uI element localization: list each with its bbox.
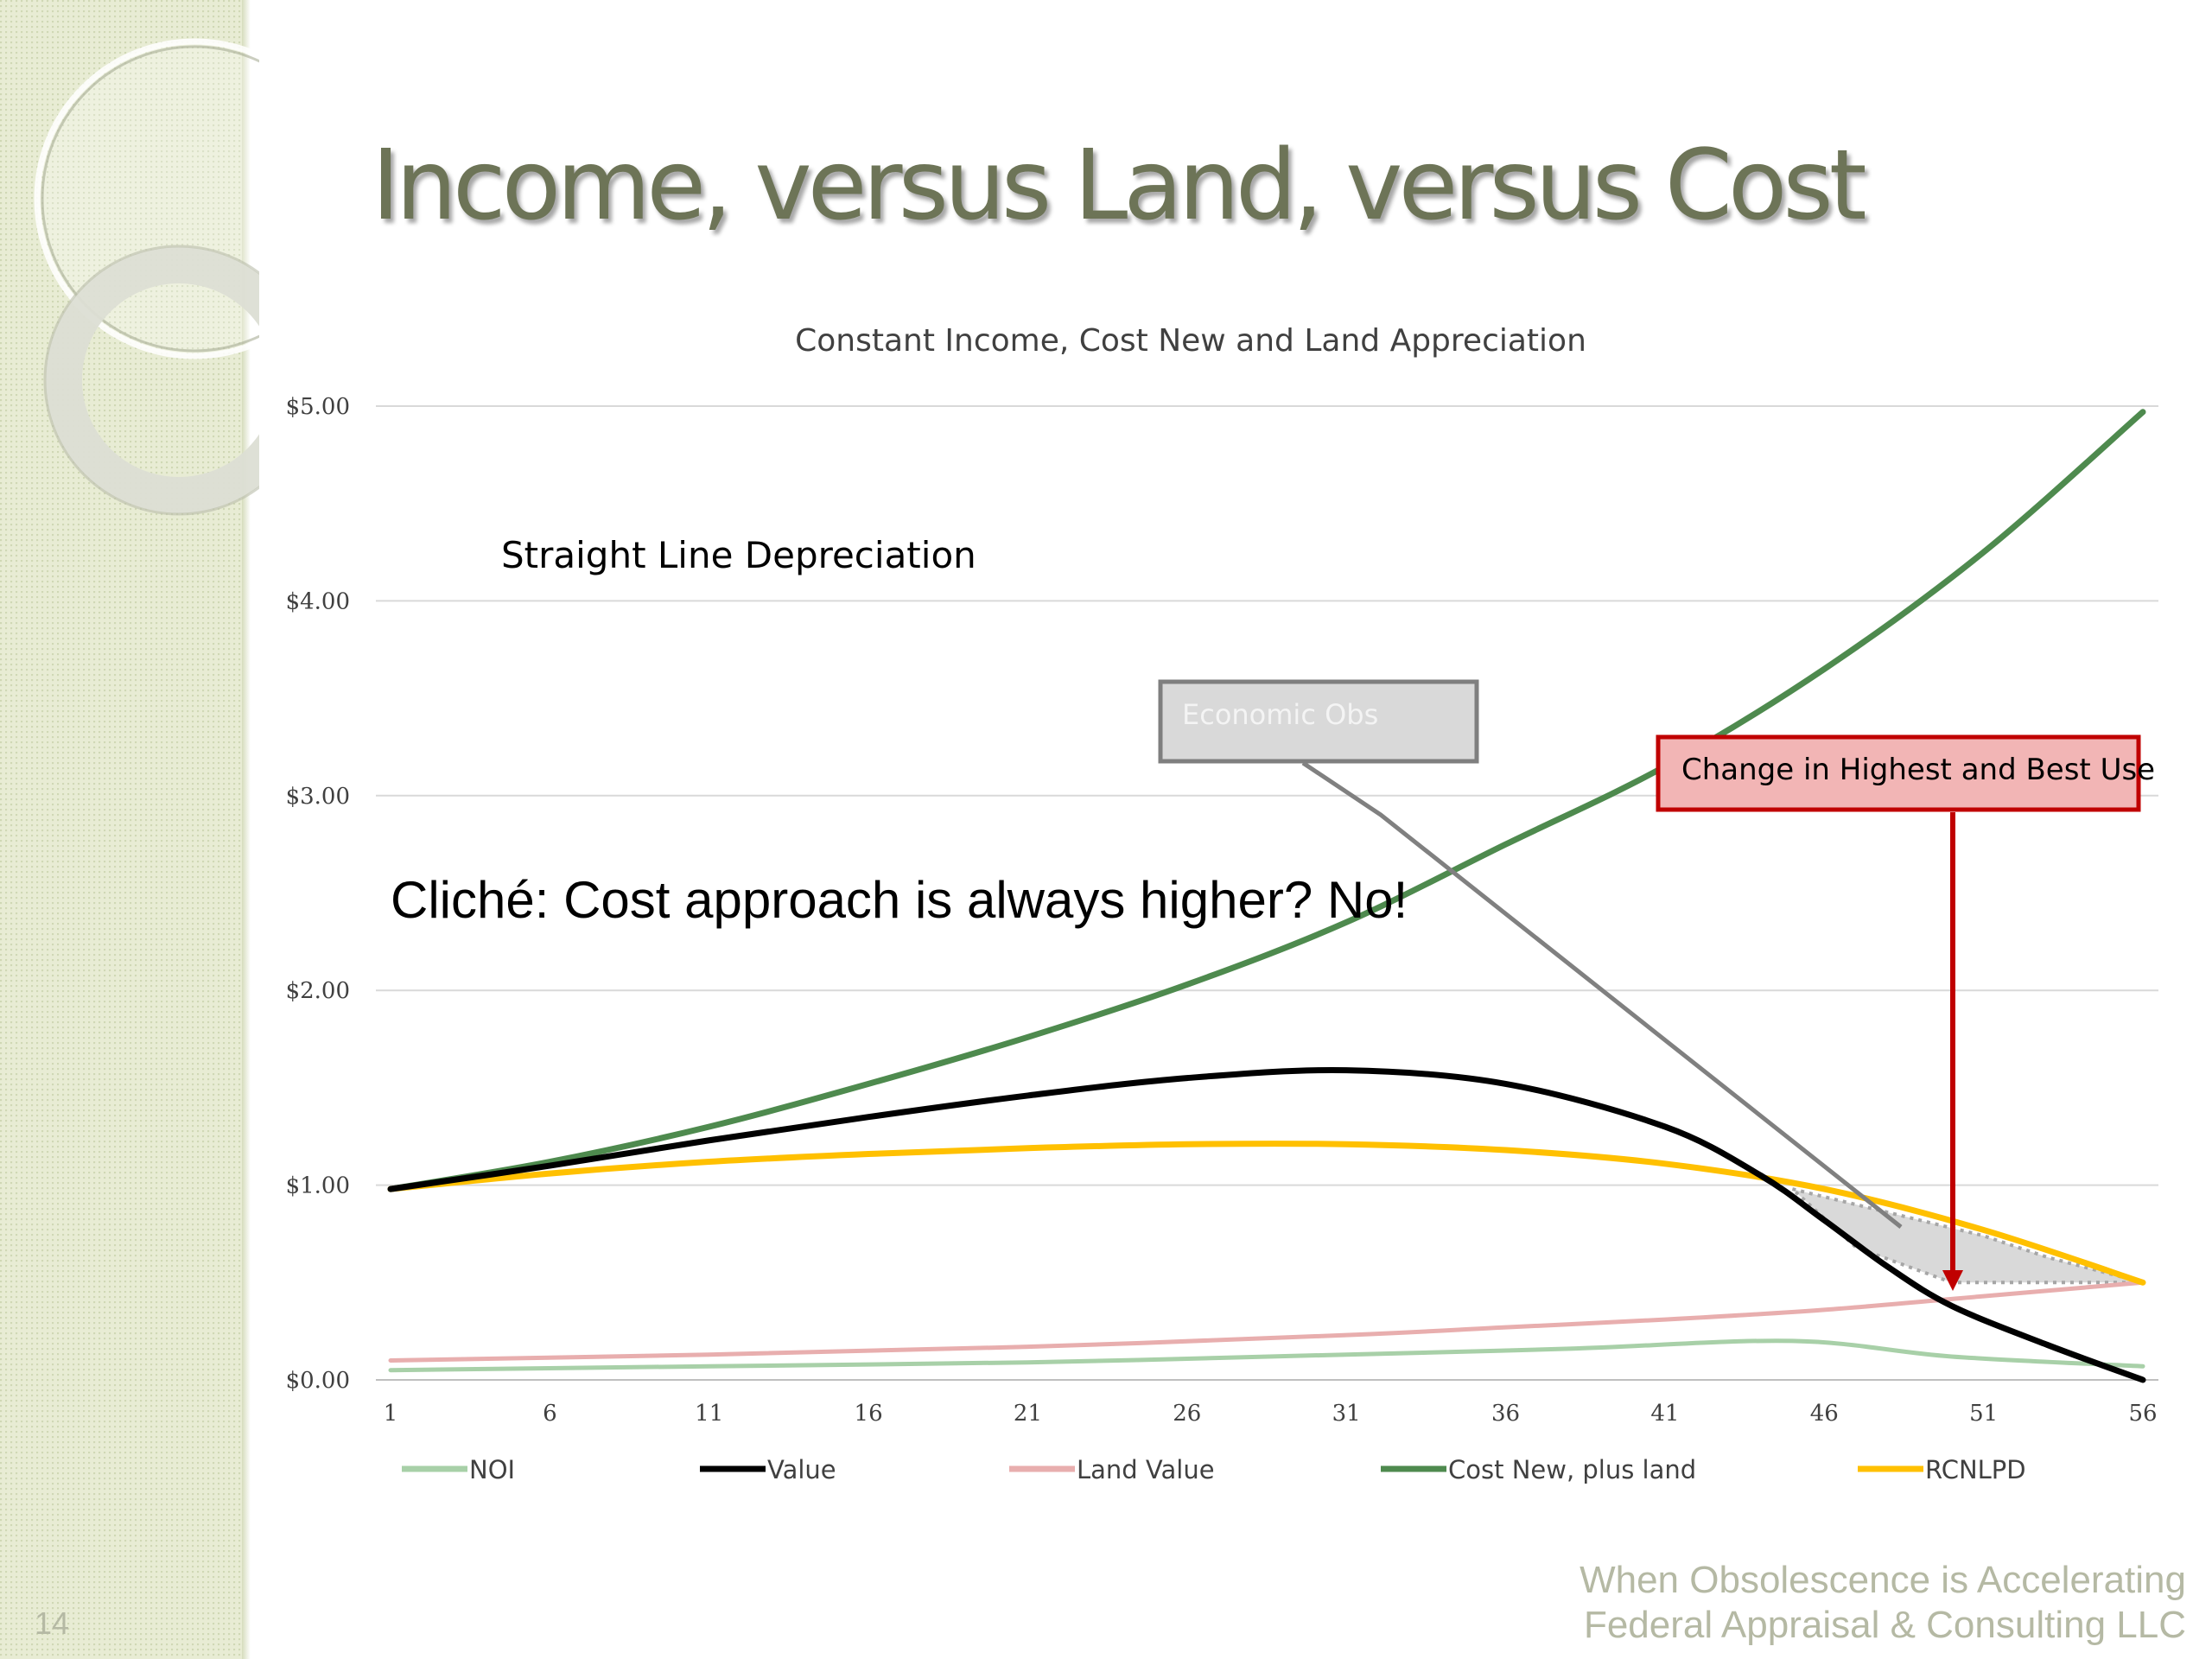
- series-line-noi: [388, 1338, 2145, 1373]
- x-axis-ticks: 1 6 11 16 21 26 31 36 41 46 51 56: [384, 1401, 2158, 1427]
- slide-title: Income, versus Land, versus Cost: [372, 130, 1867, 242]
- x-tick-label: 16: [855, 1401, 883, 1427]
- x-tick-label: 36: [1491, 1401, 1520, 1427]
- legend-label-noi: NOI: [469, 1455, 515, 1484]
- x-tick-label: 56: [2128, 1401, 2157, 1427]
- x-tick-label: 1: [384, 1401, 398, 1427]
- decorative-rings: [34, 38, 259, 516]
- x-tick-label: 21: [1014, 1401, 1042, 1427]
- y-tick-label: $0.00: [286, 1368, 350, 1394]
- x-tick-label: 26: [1173, 1401, 1201, 1427]
- x-tick-label: 6: [543, 1401, 557, 1427]
- straight-line-label: Straight Line Depreciation: [501, 534, 976, 576]
- economic-obs-callout: Economic Obs: [1158, 679, 1903, 1229]
- y-tick-label: $2.00: [286, 978, 350, 1004]
- legend-label-cost-new: Cost New, plus land: [1448, 1455, 1696, 1484]
- chart-title: Constant Income, Cost New and Land Appre…: [795, 323, 1586, 359]
- series-line-value: [387, 1066, 2146, 1383]
- economic-obs-box: [1158, 679, 1479, 764]
- hbu-label: Change in Highest and Best Use: [1681, 753, 2155, 787]
- economic-obs-leader: [1301, 760, 1903, 1229]
- y-tick-label: $3.00: [286, 784, 350, 810]
- x-tick-label: 51: [1969, 1401, 1998, 1427]
- y-tick-label: $4.00: [286, 588, 350, 614]
- hbu-callout: Change in Highest and Best Use: [1656, 734, 2155, 1291]
- x-tick-label: 31: [1332, 1401, 1361, 1427]
- hbu-box: [1656, 734, 2141, 812]
- x-tick-label: 41: [1650, 1401, 1679, 1427]
- legend-label-rcnlpd: RCNLPD: [1925, 1455, 2026, 1484]
- legend: NOI Value Land Value Cost New, plus land RCN…: [402, 1455, 2026, 1484]
- x-tick-label: 46: [1810, 1401, 1839, 1427]
- y-axis-ticks: $0.00 $1.00 $2.00 $3.00 $4.00 $5.00: [286, 394, 350, 1394]
- economic-obs-label: Economic Obs: [1182, 698, 1378, 731]
- hbu-arrow-head: [1942, 1270, 1963, 1291]
- page-number: 14: [35, 1605, 70, 1641]
- cliche-annotation: Cliché: Cost approach is always higher? …: [391, 871, 1408, 929]
- legend-label-land-value: Land Value: [1077, 1455, 1215, 1484]
- y-tick-label: $1.00: [286, 1173, 350, 1199]
- footer-line-1: When Obsolescence is Accelerating: [1580, 1559, 2186, 1601]
- footer: When Obsolescence is Accelerating Federa…: [1580, 1558, 2186, 1648]
- series-line-cost-new: [387, 409, 2146, 1192]
- y-tick-label: $5.00: [286, 394, 350, 420]
- series-lines: [387, 409, 2146, 1383]
- footer-line-2: Federal Appraisal & Consulting LLC: [1583, 1604, 2186, 1646]
- x-tick-label: 11: [695, 1401, 723, 1427]
- series-line-rcnlpd: [387, 1141, 2146, 1286]
- side-panel-edge: [242, 0, 251, 1659]
- series-line-land-value: [388, 1280, 2145, 1363]
- legend-label-value: Value: [767, 1455, 836, 1484]
